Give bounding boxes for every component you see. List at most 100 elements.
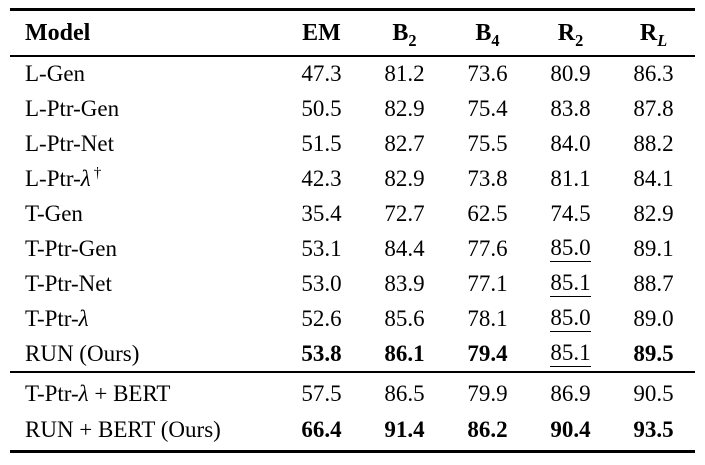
header-label: Model xyxy=(25,19,91,46)
table-row: T-Ptr-λ + BERT 57.5 86.5 79.9 86.9 90.5 xyxy=(10,376,695,412)
metric-value-text: 53.8 xyxy=(301,340,342,366)
metric-value: 85.6 xyxy=(363,306,446,332)
header-subscript: 2 xyxy=(408,30,417,50)
model-name: T-Ptr-λ xyxy=(10,306,280,332)
metric-value-text: 93.5 xyxy=(633,417,674,443)
metric-value-text: 83.8 xyxy=(550,96,591,122)
header-label: R xyxy=(639,19,658,46)
model-name-text: λ xyxy=(80,166,91,192)
metric-value-text: 91.4 xyxy=(384,417,425,443)
header-label: B xyxy=(475,19,492,46)
metric-value: 82.7 xyxy=(363,131,446,157)
metric-value-text: 50.5 xyxy=(301,96,342,122)
metric-value-text: 90.4 xyxy=(550,417,591,443)
model-name-text: RUN (Ours) xyxy=(25,340,140,366)
table-body-main: L-Gen 47.3 81.2 73.6 80.9 86.3 L-Ptr-Gen 50.5 82… xyxy=(10,57,695,371)
metric-value: 84.4 xyxy=(363,236,446,262)
column-header-b4: B4 xyxy=(446,19,529,48)
model-name: L-Ptr-Gen xyxy=(10,96,280,122)
metric-value: 90.4 xyxy=(529,417,612,443)
model-name: L-Ptr-Net xyxy=(10,131,280,157)
table-row: T-Gen 35.4 72.7 62.5 74.5 82.9 xyxy=(10,197,695,232)
column-header-r2: R2 xyxy=(529,20,612,48)
metric-value-text: 51.5 xyxy=(301,131,342,157)
metric-value-text: 75.4 xyxy=(467,96,508,122)
metric-value: 78.1 xyxy=(446,306,529,332)
metric-value: 83.8 xyxy=(529,96,612,122)
metric-value: 53.0 xyxy=(280,271,363,297)
metric-value-text: 85.0 xyxy=(550,236,591,263)
metric-value-text: 82.9 xyxy=(384,96,425,122)
model-name: T-Gen xyxy=(10,201,280,227)
metric-value: 79.4 xyxy=(446,341,529,367)
metric-value: 74.5 xyxy=(529,201,612,227)
table-row: L-Ptr-λ † 42.3 82.9 73.8 81.1 84.1 xyxy=(10,162,695,197)
model-name: L-Ptr-λ † xyxy=(10,164,280,192)
header-label: EM xyxy=(302,19,341,46)
metric-value: 87.8 xyxy=(612,96,695,122)
metric-value-text: 57.5 xyxy=(301,381,342,407)
metric-value-text: 81.2 xyxy=(384,61,425,87)
metric-value: 57.5 xyxy=(280,381,363,407)
metric-value-text: 88.7 xyxy=(633,270,674,296)
dagger-marker: † xyxy=(93,164,102,182)
mid-rule xyxy=(10,371,695,374)
metric-value: 50.5 xyxy=(280,96,363,122)
metric-value-text: 77.1 xyxy=(467,270,508,296)
model-name-text: T-Ptr- xyxy=(25,305,79,331)
top-rule xyxy=(10,8,695,11)
metric-value-text: 78.1 xyxy=(467,305,508,331)
metric-value: 90.5 xyxy=(612,381,695,407)
metric-value: 93.5 xyxy=(612,417,695,443)
metric-value: 81.1 xyxy=(529,166,612,192)
metric-value-text: 84.4 xyxy=(384,235,425,261)
metric-value: 84.0 xyxy=(529,131,612,157)
metric-value: 85.1 xyxy=(529,270,612,298)
metric-value: 89.5 xyxy=(612,341,695,367)
table-row: T-Ptr-Gen 53.1 84.4 77.6 85.0 89.1 xyxy=(10,231,695,266)
model-name-text: T-Ptr-Gen xyxy=(25,235,117,261)
metric-value-text: 90.5 xyxy=(633,381,674,407)
metric-value: 86.9 xyxy=(529,381,612,407)
metric-value-text: 86.2 xyxy=(467,417,508,443)
metric-value-text: 53.1 xyxy=(301,235,342,261)
metric-value: 73.8 xyxy=(446,166,529,192)
metric-value-text: 72.7 xyxy=(384,201,425,226)
metric-value-text: 83.9 xyxy=(384,270,425,296)
model-name-text: T-Ptr- xyxy=(25,381,79,407)
metric-value: 53.1 xyxy=(280,236,363,262)
model-name: RUN (Ours) xyxy=(10,341,280,367)
model-name-text: T-Ptr-Net xyxy=(25,270,112,296)
metric-value-text: 62.5 xyxy=(467,201,508,226)
table-row: L-Ptr-Net 51.5 82.7 75.5 84.0 88.2 xyxy=(10,127,695,162)
metric-value: 89.0 xyxy=(612,306,695,332)
metric-value-text: 75.5 xyxy=(467,131,508,157)
metric-value-text: 80.9 xyxy=(550,61,591,87)
metric-value: 89.1 xyxy=(612,236,695,262)
table-row: L-Gen 47.3 81.2 73.6 80.9 86.3 xyxy=(10,57,695,92)
metric-value-text: 84.0 xyxy=(550,131,591,157)
metric-value: 88.2 xyxy=(612,131,695,157)
metric-value: 77.1 xyxy=(446,271,529,297)
metric-value: 84.1 xyxy=(612,166,695,192)
model-name: T-Ptr-Gen xyxy=(10,236,280,262)
metric-value-text: 79.9 xyxy=(467,381,508,407)
metric-value-text: 81.1 xyxy=(550,166,591,192)
metric-value-text: 79.4 xyxy=(467,340,508,366)
metric-value: 82.9 xyxy=(612,201,695,227)
metric-value: 80.9 xyxy=(529,61,612,87)
metric-value: 62.5 xyxy=(446,201,529,227)
metric-value-text: 52.6 xyxy=(301,305,342,331)
metric-value-text: 74.5 xyxy=(550,201,591,226)
model-name: T-Ptr-Net xyxy=(10,271,280,297)
table-row: L-Ptr-Gen 50.5 82.9 75.4 83.8 87.8 xyxy=(10,92,695,127)
metric-value: 86.2 xyxy=(446,417,529,443)
bottom-rule xyxy=(10,450,695,454)
metric-value-text: 89.1 xyxy=(633,235,674,261)
metric-value-text: 85.0 xyxy=(550,305,591,333)
model-name-text: L-Ptr- xyxy=(25,166,81,192)
metric-value: 72.7 xyxy=(363,201,446,227)
header-rule xyxy=(10,55,695,57)
metric-value-text: 73.6 xyxy=(467,61,508,87)
